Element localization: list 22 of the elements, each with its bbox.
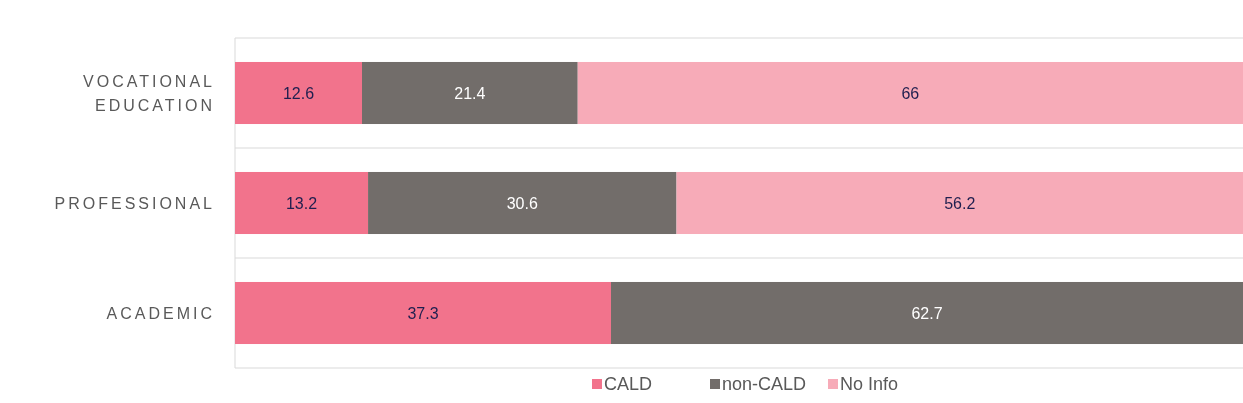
legend-label: non-CALD	[722, 374, 807, 395]
y-tick-label: PROFESSIONAL	[54, 194, 215, 212]
bar	[235, 171, 369, 235]
data-label: 62.7	[911, 304, 943, 322]
data-label: 12.6	[282, 84, 315, 102]
y-tick-label: VOCATIONAL EDUCATION	[83, 72, 215, 114]
legend-label: CALD	[604, 374, 653, 395]
bar	[235, 281, 611, 345]
bar	[676, 171, 1243, 235]
bar	[235, 61, 363, 125]
bar	[362, 61, 578, 125]
data-label: 66	[901, 84, 920, 102]
legend-label: No Info	[840, 374, 899, 395]
data-label: 13.2	[285, 194, 318, 212]
data-label: 37.3	[407, 304, 439, 322]
data-label: 56.2	[944, 194, 976, 212]
bar	[577, 61, 1243, 125]
data-label: 21.4	[454, 84, 486, 102]
bar	[610, 281, 1243, 345]
data-label: 30.6	[506, 194, 538, 212]
bar	[368, 171, 677, 235]
y-tick-label: ACADEMIC	[106, 304, 215, 322]
